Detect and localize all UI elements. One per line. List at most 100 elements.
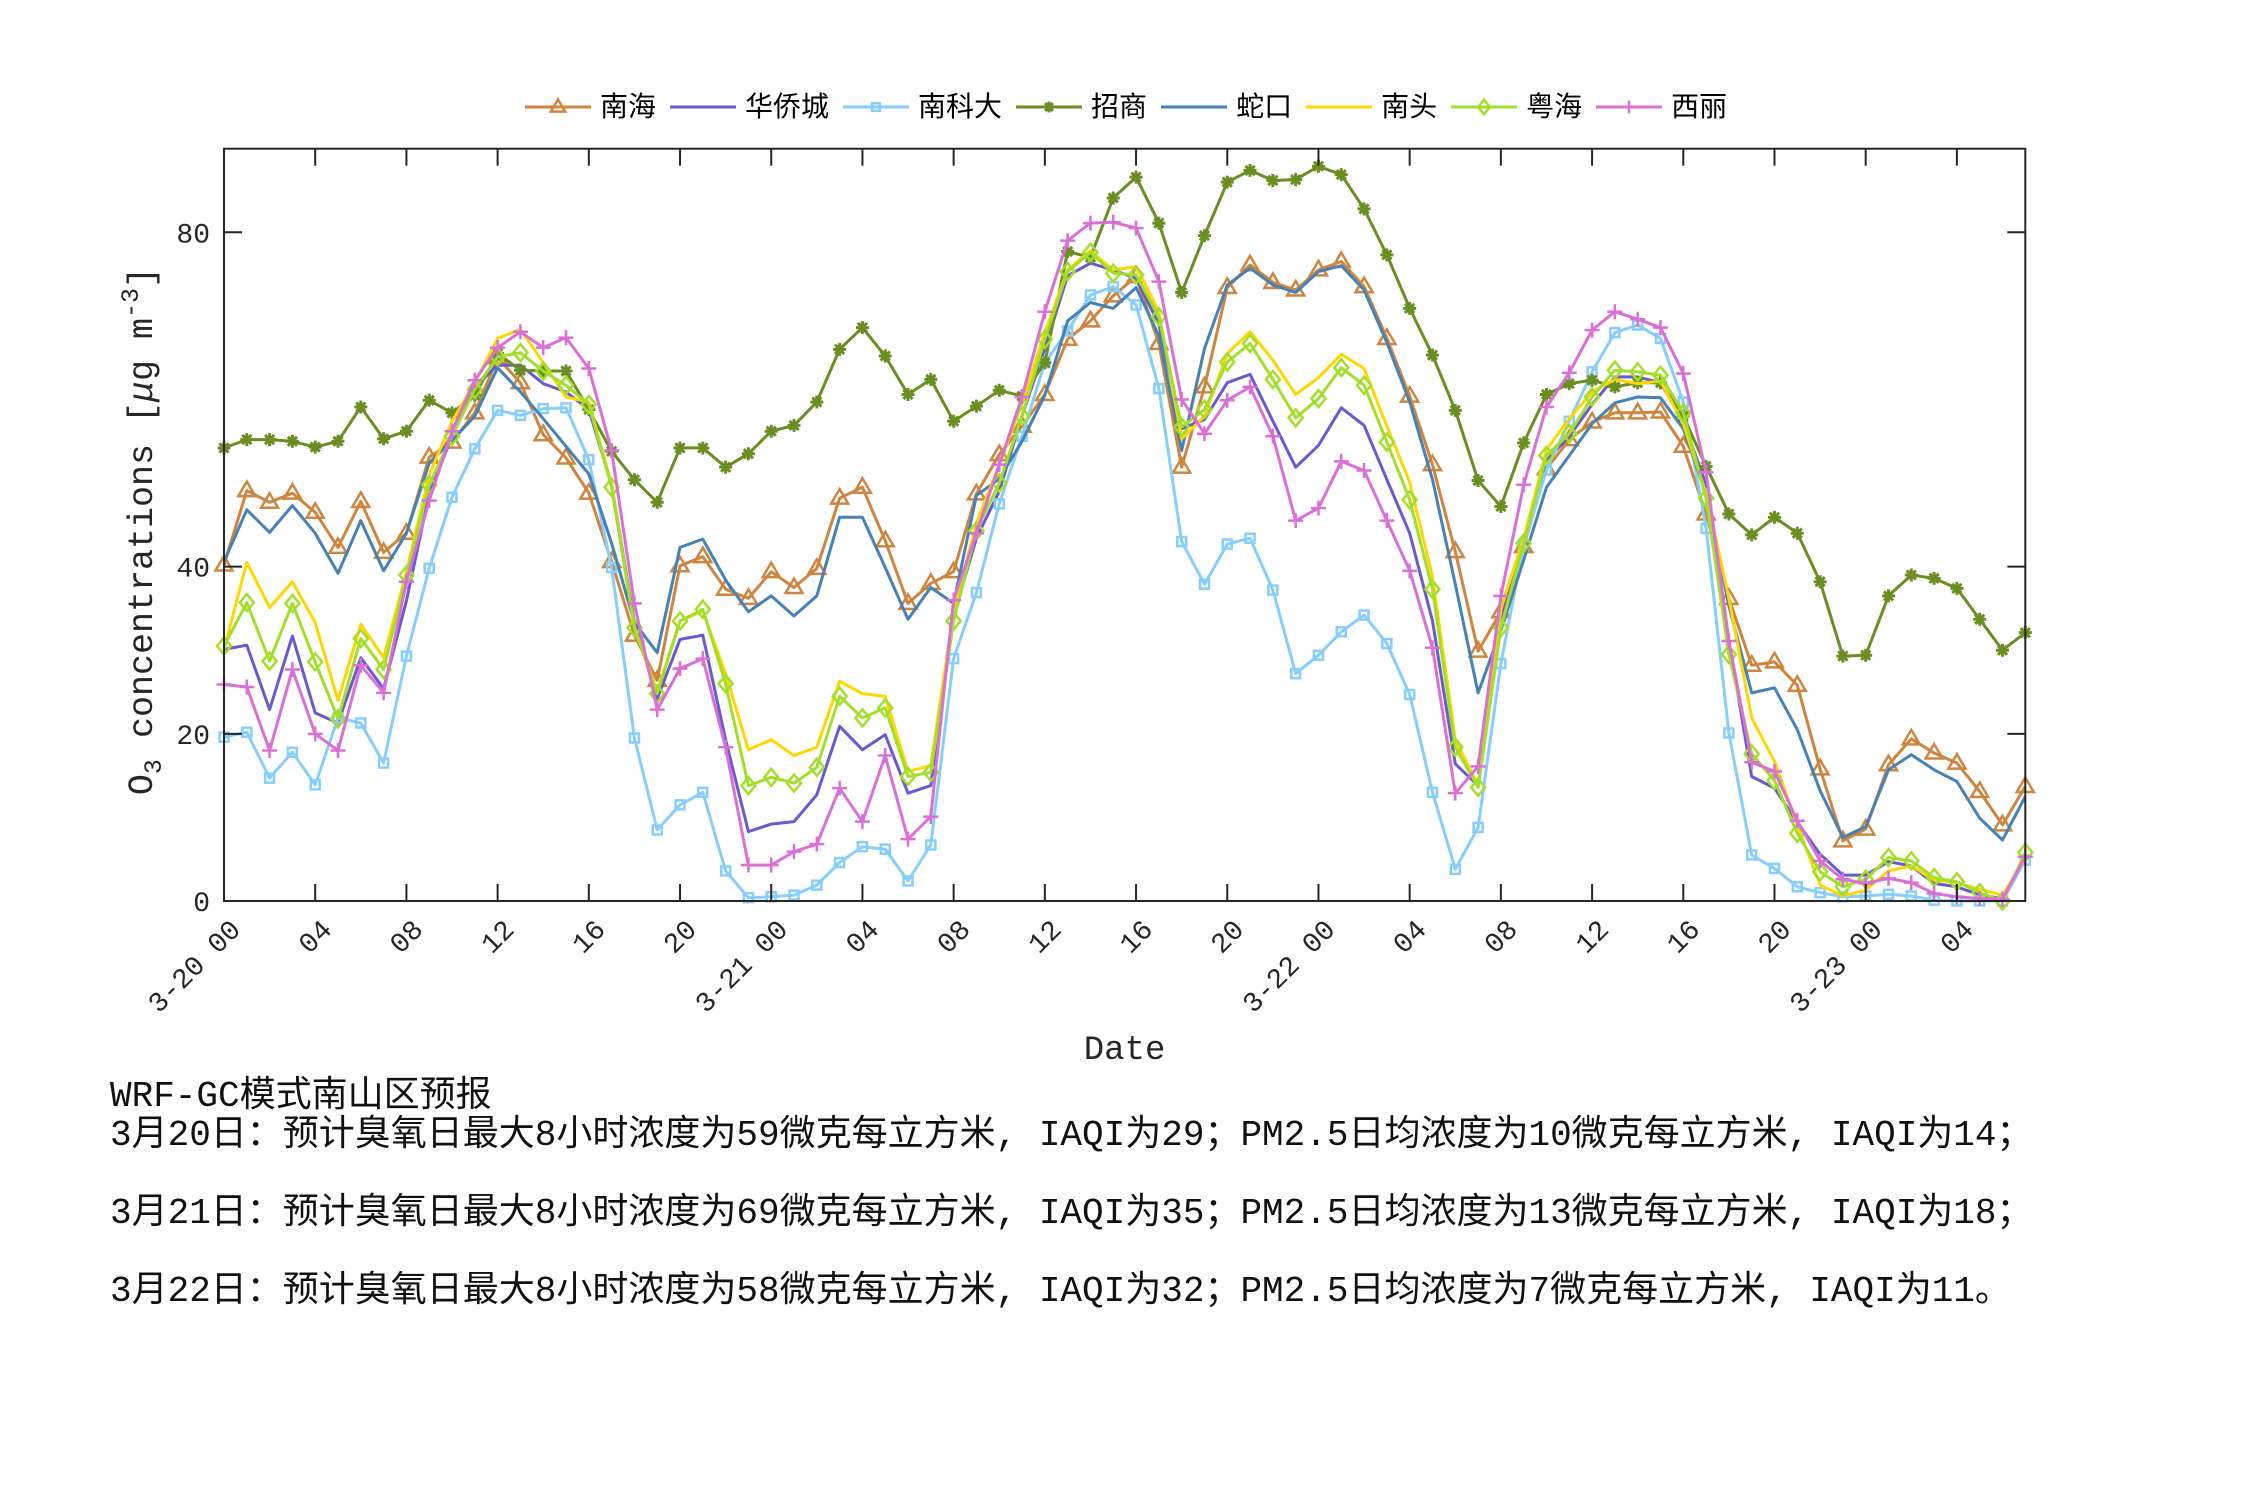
asterisk-marker (240, 433, 254, 447)
square-marker (879, 843, 891, 855)
asterisk-marker (787, 418, 801, 432)
x-tick-label: 3-22 00 (1238, 915, 1343, 1020)
square-marker (902, 875, 914, 887)
diamond-marker (352, 628, 370, 649)
square-marker (1381, 637, 1393, 650)
plus-marker (1652, 320, 1668, 336)
y-tick-label: 40 (176, 555, 210, 586)
legend-item-yuehai: 粤海 (1451, 90, 1582, 124)
asterisk-marker (1973, 612, 1987, 626)
asterisk-marker (1243, 163, 1257, 177)
plot-frame (223, 147, 2027, 902)
plus-marker (1105, 214, 1121, 230)
asterisk-marker (764, 424, 778, 438)
plus-marker (1516, 477, 1532, 493)
diamond-marker (785, 772, 803, 794)
asterisk-marker (1904, 568, 1918, 582)
plus-marker (1584, 322, 1600, 338)
plus-marker (854, 814, 870, 830)
square-marker (1244, 532, 1256, 544)
x-tick-label: 16 (567, 915, 613, 961)
triangle-line-swatch-icon (525, 96, 591, 113)
square-marker (1609, 326, 1621, 339)
triangle-marker (806, 556, 828, 576)
square-marker (856, 840, 869, 853)
plus-marker (1812, 853, 1828, 869)
y-axis-label: O3 concentrations [μg m-3] (117, 267, 169, 795)
diamond-marker (1218, 351, 1236, 373)
asterisk-marker (1197, 229, 1211, 243)
diamond-marker (1401, 489, 1419, 511)
triangle-marker (1809, 757, 1831, 776)
y-tick-label: 0 (193, 889, 210, 920)
series-yuehai (215, 241, 2034, 912)
legend-item-nanhai: 南海 (525, 90, 656, 124)
triangle-marker (760, 560, 782, 579)
plus-marker (1926, 885, 1942, 901)
asterisk-marker (810, 395, 824, 409)
diamond-marker (443, 425, 461, 447)
plus-marker (1242, 379, 1258, 395)
square-marker (674, 799, 686, 811)
triangle-marker (1923, 741, 1945, 760)
x-tick-label: 3-21 00 (690, 915, 795, 1020)
triangle-marker (828, 486, 851, 505)
triangle-marker (1193, 375, 1216, 394)
plus-marker (900, 831, 916, 847)
diamond-marker (739, 775, 758, 797)
x-tick-label: 12 (1023, 915, 1069, 961)
diamond-marker (1834, 876, 1852, 898)
square-marker (1449, 863, 1462, 875)
triangle-marker (1649, 400, 1672, 419)
legend-item-huaqiaocheng: 华侨城 (670, 90, 829, 124)
x-tick-label: 04 (1388, 915, 1434, 961)
asterisk-marker (308, 440, 322, 454)
legend-label-yuehai: 粤海 (1526, 90, 1583, 123)
asterisk-marker (1996, 643, 2009, 657)
y-label-base: O (123, 774, 163, 795)
diamond-marker (534, 360, 552, 382)
forecast-line-mar22: 3月22日：预计臭氧日最大8小时浓度为58微克每立方米, IAQI为32；PM2… (110, 1271, 2011, 1312)
plus-marker (991, 457, 1007, 473)
x-tick-label: 08 (1480, 915, 1526, 961)
diamond-marker (1446, 736, 1464, 758)
diamond-line-swatch-icon (1451, 97, 1518, 117)
plus-marker (1060, 233, 1076, 249)
asterisk-marker (673, 441, 687, 455)
y-label-mid: concentrations [ (123, 402, 163, 759)
triangle-marker (897, 591, 919, 611)
plus-marker (1402, 563, 1418, 579)
square-marker (469, 443, 481, 455)
square-marker (491, 404, 504, 417)
plus-marker (376, 685, 392, 701)
legend-item-xili: 西丽 (1596, 90, 1727, 124)
diamond-marker (1629, 361, 1647, 383)
plus-marker (1721, 633, 1737, 649)
triangle-marker (532, 423, 554, 442)
plus-marker (490, 340, 506, 356)
plus-marker (1698, 464, 1714, 480)
asterisk-marker (1266, 173, 1280, 187)
line-chart: 3-20 00 04 08 12 16 203-21 00 04 08 12 16 203-22 0… (117, 147, 2036, 1070)
square-marker (1221, 538, 1234, 550)
asterisk-marker (627, 473, 641, 487)
asterisk-marker (1881, 589, 1895, 603)
asterisk-marker (1043, 101, 1055, 113)
asterisk-marker (1859, 648, 1873, 662)
square-marker (446, 491, 458, 504)
triangle-marker (1467, 639, 1489, 658)
plus-marker (1424, 640, 1440, 656)
triangle-marker (1079, 309, 1102, 328)
triangle-marker (851, 475, 874, 494)
plus-marker (649, 702, 665, 718)
triangle-marker (1239, 253, 1261, 272)
plus-marker (1607, 304, 1623, 320)
square-marker (870, 101, 882, 113)
triangle-marker (281, 481, 304, 500)
square-marker (514, 409, 527, 422)
diamond-marker (1423, 578, 1442, 600)
legend-item-zhaoshang: 招商 (1016, 90, 1147, 124)
legend-item-nankeda: 南科大 (843, 90, 1002, 124)
plus-marker (398, 574, 414, 590)
plus-marker (1903, 875, 1919, 891)
